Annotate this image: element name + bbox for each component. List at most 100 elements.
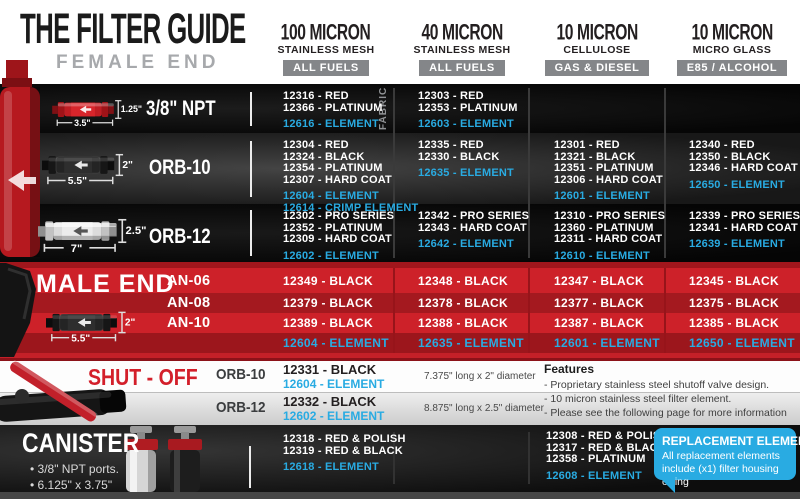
row-npt-background (0, 84, 800, 133)
fuel-badge: GAS & DIESEL (544, 60, 650, 76)
part-number: 12316 - RED (283, 90, 349, 102)
column-subtitle: STAINLESS MESH (413, 44, 511, 56)
part-number: 12340 - RED (689, 139, 755, 151)
part-number: 12303 - RED (418, 90, 484, 102)
part-number: 12330 - BLACK (418, 150, 500, 163)
part-number: 12310 - PRO SERIES (554, 210, 666, 222)
label-divider (250, 141, 252, 197)
part-number: 12350 - BLACK (689, 150, 771, 163)
features-title: Features (544, 362, 595, 376)
row-orb12-background (0, 204, 800, 262)
parts-cell: 12331 - BLACK 12604 - ELEMENT (283, 362, 384, 391)
male-top-band (0, 262, 800, 268)
header-background (0, 0, 800, 84)
fuel-badge: ALL FUELS (283, 60, 369, 76)
parts-cell: 12339 - PRO SERIES 12341 - HARD COAT 1263… (689, 210, 800, 251)
part-number: 12324 - BLACK (283, 150, 365, 163)
parts-cell: 12332 - BLACK 12602 - ELEMENT (283, 394, 384, 423)
part-number: 12352 - PLATINUM (283, 221, 383, 234)
row-label-an10: AN-10 (167, 315, 211, 331)
section-title-canister: CANISTER (22, 428, 140, 458)
spec-bullet: • 3/8" NPT ports. (30, 462, 119, 476)
element-number: 12618 - ELEMENT (283, 461, 379, 473)
element-number: 12639 - ELEMENT (689, 238, 785, 250)
element-number: 12650 - ELEMENT (689, 178, 785, 191)
features-block: Features - Proprietary stainless steel s… (544, 362, 794, 420)
divider (528, 268, 530, 353)
male-band-an06 (0, 268, 800, 293)
column-subtitle: CELLULOSE (563, 44, 631, 56)
column-header-10-micron-cellulose: 10 MICRON CELLULOSE GAS & DIESEL (529, 21, 665, 76)
part-number: 12302 - PRO SERIES (283, 210, 395, 222)
size-description: 7.375" long x 2" diameter (424, 371, 536, 382)
column-subtitle: MICRO GLASS (692, 44, 772, 56)
part-number: 12342 - PRO SERIES (418, 210, 530, 222)
column-subtitle: STAINLESS MESH (277, 44, 375, 56)
section-title-female-end: FEMALE END (56, 52, 220, 73)
row-label-an08: AN-08 (167, 295, 211, 311)
male-bottom-band (0, 353, 800, 358)
column-header-100-micron: 100 MICRON STAINLESS MESH ALL FUELS (258, 21, 394, 76)
male-row-an06: AN-06 12349 - BLACK 12348 - BLACK 12347 … (0, 268, 800, 293)
size-description: 8.875" long x 2.5" diameter (424, 403, 544, 414)
element-number: 12601 - ELEMENT (554, 190, 650, 202)
part-number: 12308 - RED & POLISH (546, 430, 669, 442)
part-number: 12379 - BLACK (283, 296, 373, 310)
shutoff-row-a-background (0, 361, 800, 392)
male-row-elements: 12604 - ELEMENT 12635 - ELEMENT 12601 - … (0, 333, 800, 353)
part-number: 12306 - HARD COAT (554, 173, 663, 186)
element-number: 12604 - ELEMENT (283, 336, 389, 350)
element-number: 12635 - ELEMENT (418, 167, 514, 179)
row-label-an06: AN-06 (167, 272, 211, 289)
part-number: 12347 - BLACK (554, 273, 644, 288)
part-number: 12343 - HARD COAT (418, 221, 527, 234)
part-number: 12360 - PLATINUM (554, 221, 654, 234)
part-number: 12339 - PRO SERIES (689, 210, 800, 222)
parts-cell: 12304 - RED 12324 - BLACK 12354 - PLATINUM… (283, 139, 419, 214)
dimension-label: 5.5" (71, 333, 90, 344)
part-number: 12304 - RED (283, 139, 349, 151)
page-title: THE FILTER GUIDE (20, 6, 246, 54)
row-label-shutoff-orb10: ORB-10 (216, 366, 266, 383)
column-title: 40 MICRON (421, 20, 503, 46)
divider (393, 432, 395, 484)
filter-illustration-orb10: 2" 5.5" (42, 153, 133, 187)
shutoff-top-line (0, 358, 800, 361)
element-number: 12614 - CRIMP ELEMENT (283, 201, 419, 214)
part-number: 12319 - RED & BLACK (283, 444, 403, 457)
part-number: 12309 - HARD COAT (283, 233, 392, 245)
filter-illustration-male: 2" 5.5" (46, 311, 136, 344)
element-number: 12602 - ELEMENT (283, 409, 385, 423)
dimension-label: 2" (122, 160, 133, 171)
part-number: 12389 - BLACK (283, 316, 373, 330)
row-label-orb12: ORB-12 (149, 225, 211, 248)
footer-strip (0, 492, 800, 499)
divider (393, 88, 395, 258)
dimension-label: 7" (71, 243, 83, 255)
dimension-label: 1.25" (121, 104, 142, 114)
male-band-an10 (0, 313, 800, 333)
callout-body: All replacement elements include (x1) fi… (662, 450, 780, 488)
parts-cell: 12342 - PRO SERIES 12343 - HARD COAT 1264… (418, 210, 548, 251)
section-title-male-end: MALE END (36, 270, 175, 298)
part-number: 12321 - BLACK (554, 150, 636, 163)
callout-tail (660, 478, 675, 493)
element-number: 12610 - ELEMENT (554, 249, 650, 262)
part-number: 12311 - HARD COAT (554, 233, 663, 245)
male-row-an10: AN-10 12389 - BLACK 12388 - BLACK 12387 … (0, 313, 800, 333)
part-number: 12351 - PLATINUM (554, 162, 654, 174)
divider (0, 392, 800, 393)
part-number: 12387 - BLACK (554, 316, 644, 330)
parts-cell: 12316 - RED 12366 - PLATINUM 12616 - ELEM… (283, 90, 413, 131)
part-number: 12385 - BLACK (689, 316, 779, 330)
element-number: 12601 - ELEMENT (554, 336, 660, 350)
parts-cell: 12310 - PRO SERIES 12360 - PLATINUM 12311 … (554, 210, 684, 262)
part-number: 12301 - RED (554, 139, 620, 151)
section-title-shut-off: SHUT - OFF (88, 364, 198, 390)
part-number: 12345 - BLACK (689, 273, 779, 288)
fuel-badge: E85 / ALCOHOL (676, 60, 788, 76)
parts-cell: 12303 - RED 12353 - PLATINUM 12603 - ELEM… (418, 90, 548, 131)
feature-item: - Proprietary stainless steel shutoff va… (544, 379, 770, 391)
part-number: 12366 - PLATINUM (283, 101, 383, 114)
